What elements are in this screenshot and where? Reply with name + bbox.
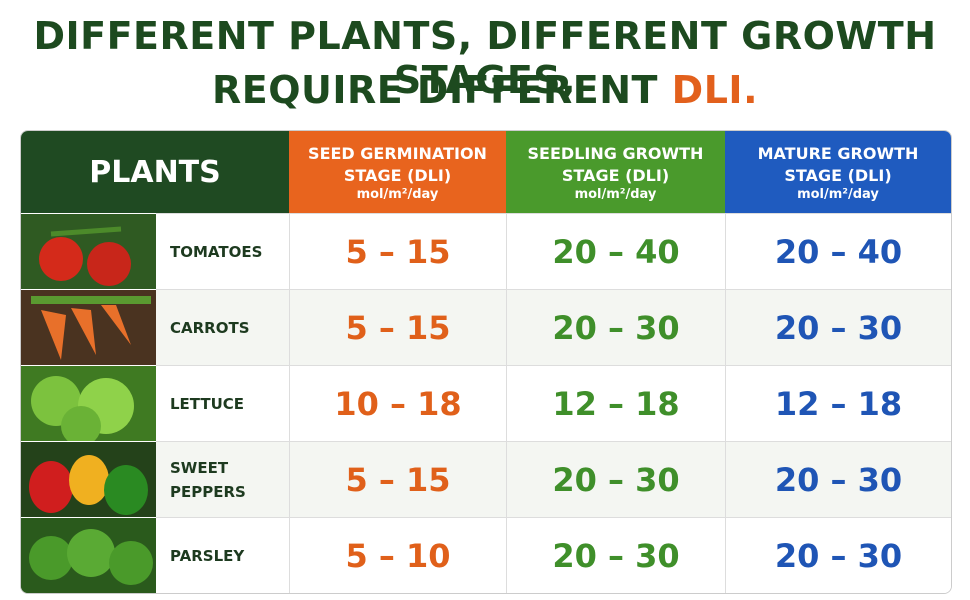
plant-name: TOMATOES [170,242,263,261]
dli-value: 20 – 40 [725,213,951,289]
title-highlight: DLI. [671,68,759,112]
plant-cell: LETTUCE [156,365,289,441]
header-cell: MATURE GROWTH STAGE (DLI) mol/m²/day [725,131,951,213]
plant-image [21,289,156,366]
dli-value: 20 – 30 [506,441,725,517]
dli-value: 5 – 15 [289,213,506,289]
plant-name: LETTUCE [170,394,245,413]
plant-cell: SWEET PEPPERS [156,441,289,517]
plant-image [21,517,156,593]
dli-value: 20 – 30 [725,289,951,365]
plant-picture [21,214,156,290]
plant-name: CARROTS [170,318,250,337]
title-text: REQUIRE DIFFERENT [211,68,658,112]
dli-value: 20 – 30 [506,517,725,593]
header-unit: mol/m²/day [356,186,439,202]
dli-value: 12 – 18 [725,365,951,441]
dli-value: 12 – 18 [506,365,725,441]
plant-image [21,213,156,290]
dli-value: 20 – 40 [506,213,725,289]
dli-value: 20 – 30 [725,517,951,593]
dli-value: 20 – 30 [725,441,951,517]
plant-picture [21,518,156,593]
header-unit: mol/m²/day [797,186,879,202]
header-unit: mol/m²/day [574,186,657,202]
title-line: DIFFERENT PLANTS, DIFFERENT GROWTH STAGE… [33,14,937,102]
plant-picture [21,290,156,366]
header-title: MATURE GROWTH STAGE (DLI) [757,143,919,185]
plant-cell: PARSLEY [156,517,289,593]
plant-picture [21,442,156,518]
plant-cell: TOMATOES [156,213,289,289]
header-cell: SEEDLING GROWTH STAGE (DLI) mol/m²/day [506,131,725,213]
plant-image [21,441,156,518]
plant-picture [21,366,156,442]
dli-value: 5 – 10 [289,517,506,593]
dli-table: PLANTS SEED GERMINATION STAGE (DLI) mol/m²… [20,130,952,594]
plant-cell: CARROTS [156,289,289,365]
plant-name: PARSLEY [170,546,245,565]
header-cell: SEED GERMINATION STAGE (DLI) mol/m²/day [289,131,506,213]
title-line: REQUIRE DIFFERENT DLI. [0,68,970,112]
dli-value: 5 – 15 [289,441,506,517]
header-title: SEEDLING GROWTH STAGE (DLI) [527,143,704,185]
header-title: SEED GERMINATION STAGE (DLI) [308,143,487,185]
header-cell: PLANTS [21,131,289,213]
plant-name: SWEET PEPPERS [170,458,246,501]
dli-value: 10 – 18 [289,365,506,441]
dli-value: 5 – 15 [289,289,506,365]
dli-value: 20 – 30 [506,289,725,365]
plant-image [21,365,156,442]
